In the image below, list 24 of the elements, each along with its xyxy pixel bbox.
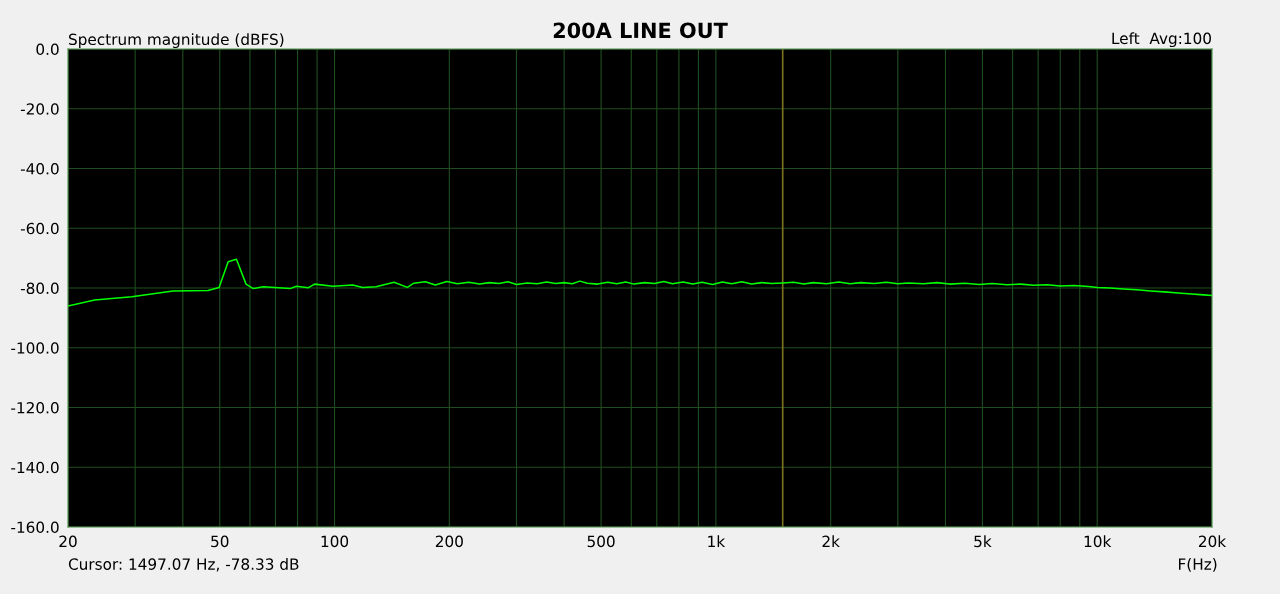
y-axis-title: Spectrum magnitude (dBFS)	[69, 33, 284, 49]
x-tick-label: 1k	[708, 535, 726, 547]
y-tick-label: -120.0	[11, 401, 59, 414]
y-tick-label: -160.0	[11, 521, 59, 534]
text: Left Avg:100	[1112, 32, 1211, 48]
x-tick-label: 10k	[1084, 535, 1112, 548]
x-tick-label: 200	[435, 535, 463, 548]
x-axis-title: F(Hz)	[1179, 558, 1217, 572]
y-tick-label: 0.0	[36, 43, 59, 56]
x-tick-label: 5k	[974, 535, 992, 548]
y-tick-label: -100.0	[11, 342, 59, 354]
y-tick-label: -40.0	[20, 162, 59, 175]
y-tick-label: -20.0	[20, 103, 59, 115]
y-tick-label: -60.0	[20, 222, 59, 235]
x-tick-label: 20k	[1198, 535, 1227, 548]
chart-title: 200A LINE OUT	[553, 22, 728, 39]
x-tick-label: 50	[211, 535, 229, 548]
x-tick-label: 20	[59, 535, 77, 548]
y-tick-label: -140.0	[11, 461, 59, 474]
x-tick-label: 100	[321, 535, 349, 548]
text: Cursor: 1497.07 Hz, -78.33 dB	[68, 558, 299, 572]
x-tick-label: 2k	[822, 535, 840, 547]
x-tick-label: 500	[587, 535, 615, 548]
y-tick-label: -80.0	[20, 282, 59, 295]
